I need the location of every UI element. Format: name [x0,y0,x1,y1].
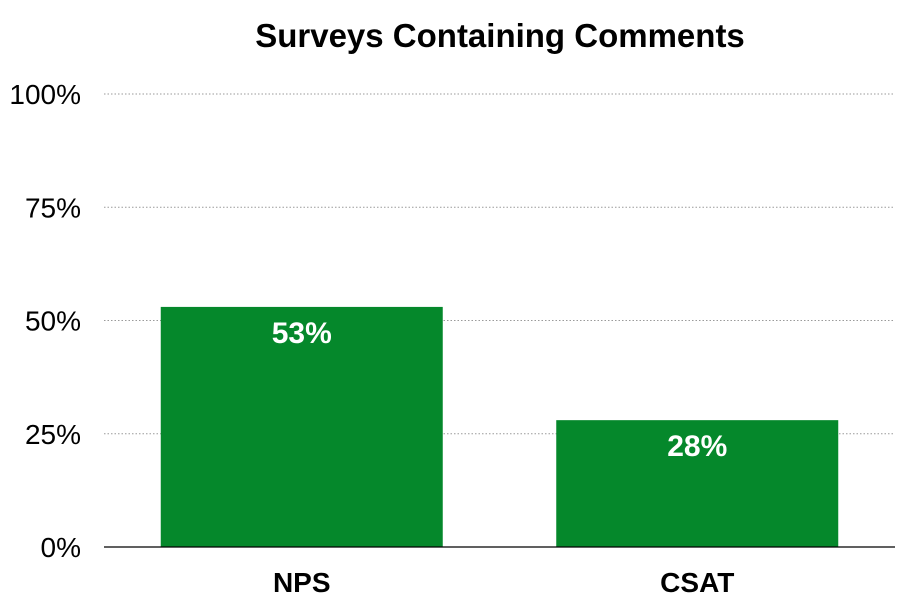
bar-csat [556,420,839,547]
y-tick-label: 50% [25,306,81,337]
x-axis-tick-labels: NPS CSAT [273,567,734,598]
y-axis-tick-labels: 0% 25% 50% 75% 100% [9,79,81,563]
y-tick-label: 75% [25,192,81,223]
bars [160,306,839,547]
data-label: 53% [272,317,332,350]
y-tick-label: 0% [41,532,81,563]
y-tick-label: 25% [25,419,81,450]
data-label: 28% [667,430,727,463]
x-tick-label: NPS [273,567,331,598]
data-labels: 53% 28% [272,317,728,463]
chart-title: Surveys Containing Comments [255,17,745,54]
y-tick-label: 100% [9,79,81,110]
x-tick-label: CSAT [660,567,734,598]
bar-nps [160,306,443,547]
